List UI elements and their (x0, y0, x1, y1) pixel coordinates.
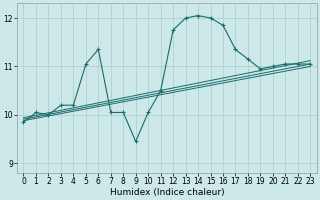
X-axis label: Humidex (Indice chaleur): Humidex (Indice chaleur) (109, 188, 224, 197)
